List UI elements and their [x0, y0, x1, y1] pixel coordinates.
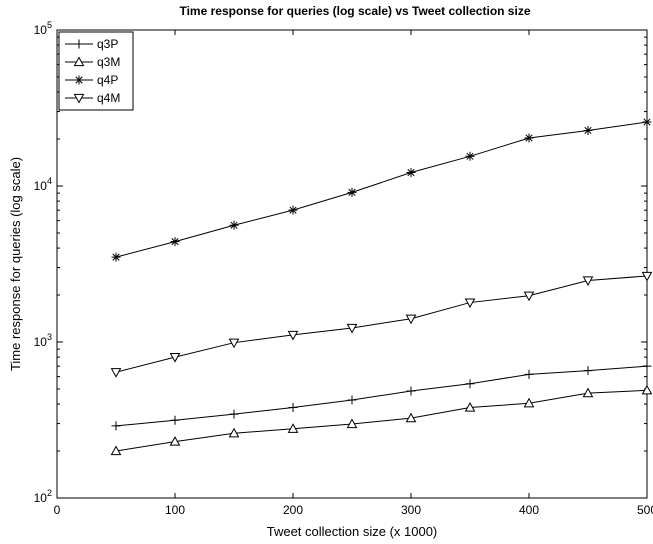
legend: q3P q3M q4P q4M — [58, 31, 134, 111]
y-tick-label: 103 — [34, 332, 52, 349]
y-axis: 102 103 104 105 — [34, 20, 647, 505]
data-point — [228, 427, 240, 438]
data-point — [583, 125, 593, 135]
series-line — [115, 389, 648, 452]
legend-label: q4P — [97, 73, 118, 87]
data-point — [405, 314, 417, 325]
x-tick-label: 0 — [54, 503, 61, 517]
chart-title: Time response for queries (log scale) vs… — [179, 4, 530, 18]
data-point — [229, 409, 239, 419]
legend-marker — [74, 39, 84, 49]
data-point — [464, 298, 476, 309]
data-point — [524, 133, 534, 143]
series-q3P — [111, 361, 652, 431]
legend-label: q3M — [97, 55, 120, 69]
data-point — [406, 168, 416, 178]
legend-marker — [73, 93, 85, 104]
data-point — [406, 386, 416, 396]
series-q3M — [110, 384, 653, 456]
data-point — [288, 205, 298, 215]
data-point — [641, 271, 653, 282]
y-tick-label: 102 — [34, 488, 52, 505]
data-point — [464, 402, 476, 412]
data-point — [465, 151, 475, 161]
data-point — [287, 423, 299, 433]
data-point — [287, 330, 299, 341]
legend-marker — [73, 56, 85, 67]
data-point — [347, 395, 357, 405]
data-point — [465, 379, 475, 389]
series-line — [115, 275, 648, 373]
series-q4M — [110, 271, 653, 378]
data-point — [642, 361, 652, 371]
data-point — [229, 220, 239, 230]
x-axis: 0 100 200 300 400 500 — [54, 30, 653, 517]
data-point — [170, 415, 180, 425]
data-point — [523, 397, 535, 408]
x-tick-label: 100 — [165, 503, 185, 517]
legend-box — [58, 31, 134, 111]
series-layer — [110, 117, 653, 456]
data-point — [523, 291, 535, 302]
data-point — [169, 436, 181, 446]
y-axis-label: Time response for queries (log scale) — [8, 157, 23, 371]
data-point — [642, 117, 652, 127]
data-point — [582, 276, 594, 286]
data-point — [111, 421, 121, 431]
legend-label: q3P — [97, 37, 118, 51]
series-line — [115, 121, 648, 258]
data-point — [111, 252, 121, 262]
x-axis-label: Tweet collection size (x 1000) — [267, 524, 438, 539]
data-point — [288, 403, 298, 413]
data-point — [347, 187, 357, 197]
data-point — [405, 412, 417, 423]
series-q4P — [111, 117, 652, 262]
x-tick-label: 300 — [401, 503, 421, 517]
data-point — [170, 237, 180, 247]
x-tick-label: 500 — [637, 503, 653, 517]
data-point — [641, 384, 653, 395]
data-point — [346, 418, 358, 429]
y-tick-label: 104 — [34, 176, 52, 193]
data-point — [169, 353, 181, 363]
data-point — [583, 366, 593, 376]
data-point — [110, 445, 122, 456]
series-line — [115, 365, 648, 427]
legend-label: q4M — [97, 91, 120, 105]
y-tick-label: 105 — [34, 20, 52, 37]
x-tick-label: 200 — [283, 503, 303, 517]
data-point — [228, 338, 240, 349]
legend-marker — [74, 75, 84, 85]
data-point — [582, 387, 594, 398]
x-tick-label: 400 — [519, 503, 539, 517]
data-point — [346, 323, 358, 334]
data-point — [524, 369, 534, 379]
data-point — [110, 368, 122, 378]
